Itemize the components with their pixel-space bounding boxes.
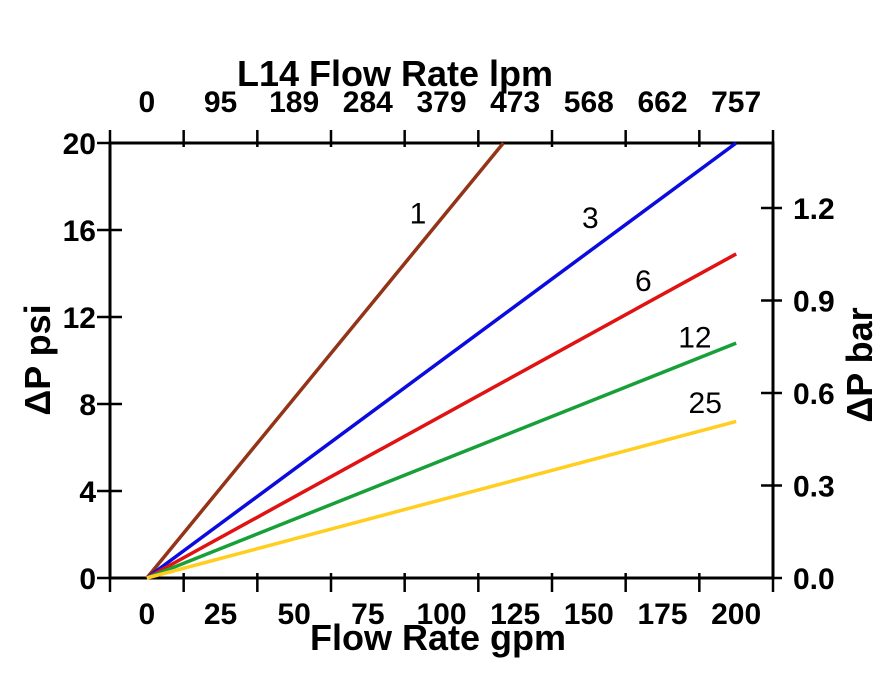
- top-axis-title: L14 Flow Rate lpm: [237, 53, 553, 94]
- top-axis-tick-label: 757: [711, 86, 761, 119]
- left-axis-tick-label: 16: [63, 215, 96, 248]
- series-line-3: [145, 141, 738, 580]
- top-axis-tick-label: 95: [204, 86, 237, 119]
- left-axis-tick-label: 8: [79, 389, 96, 422]
- right-axis-tick-label: 0.3: [793, 471, 835, 504]
- series-line-1: [145, 141, 505, 580]
- bottom-axis-tick-label: 50: [277, 598, 310, 631]
- series-labels: 1 3 6 12 25: [410, 198, 722, 420]
- top-axis-tick-label: 0: [138, 86, 155, 119]
- series-line-12: [146, 341, 737, 580]
- top-axis-tick-label: 568: [564, 86, 614, 119]
- bottom-axis-tick-label: 175: [637, 598, 687, 631]
- series-label-12: 12: [678, 322, 711, 355]
- series-label-1: 1: [410, 198, 427, 231]
- plot-border: [108, 141, 775, 580]
- right-axis-tick-label: 0.9: [793, 286, 835, 319]
- top-axis-tick-label: 473: [490, 86, 540, 119]
- bottom-axis-tick-label: 150: [564, 598, 614, 631]
- bottom-axis-tick-label: 100: [416, 598, 466, 631]
- series-lines: [145, 141, 738, 580]
- series-label-25: 25: [689, 387, 722, 420]
- series-label-6: 6: [635, 265, 652, 298]
- axis-ticks: [97, 130, 782, 592]
- bottom-axis-tick-label: 0: [138, 598, 155, 631]
- bottom-axis-title: Flow Rate gpm: [310, 617, 566, 658]
- bottom-axis-tick-label: 125: [490, 598, 540, 631]
- left-axis-tick-label: 0: [79, 563, 96, 596]
- series-line-6: [145, 252, 738, 580]
- left-axis-tick-label: 4: [79, 476, 96, 509]
- series-line-25: [146, 419, 737, 580]
- right-axis-title: ΔP bar: [839, 307, 880, 422]
- series-label-3: 3: [582, 202, 599, 235]
- bottom-axis-tick-label: 25: [204, 598, 237, 631]
- right-axis-tick-label: 0.0: [793, 563, 835, 596]
- right-axis-tick-label: 1.2: [793, 193, 835, 226]
- top-axis-tick-label: 662: [637, 86, 687, 119]
- bottom-axis-tick-label: 75: [351, 598, 384, 631]
- left-axis-title: ΔP psi: [17, 304, 58, 415]
- top-axis-tick-label: 284: [343, 86, 393, 119]
- bottom-axis-tick-label: 200: [711, 598, 761, 631]
- top-axis-tick-label: 189: [269, 86, 319, 119]
- right-axis-tick-label: 0.6: [793, 378, 835, 411]
- top-axis-tick-label: 379: [416, 86, 466, 119]
- left-axis-tick-label: 20: [63, 128, 96, 161]
- left-axis-tick-label: 12: [63, 302, 96, 335]
